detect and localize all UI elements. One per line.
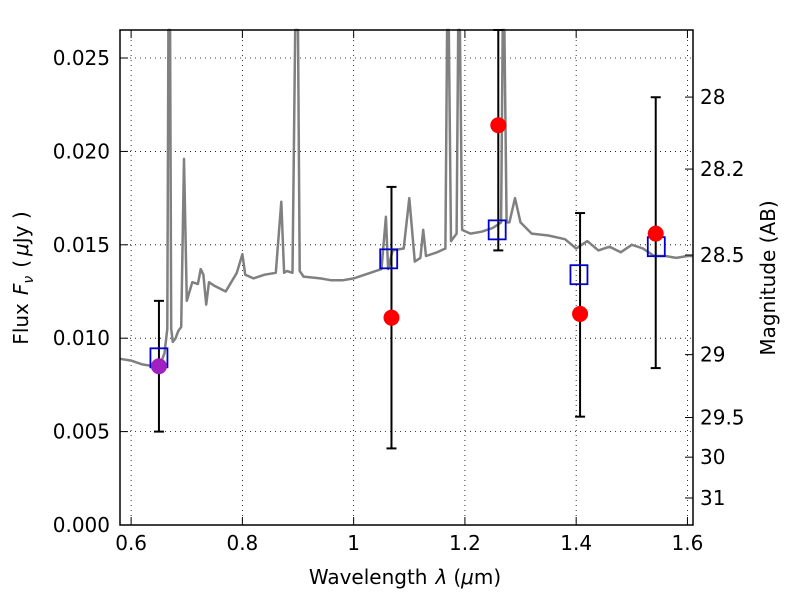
x-tick-label: 1.6 — [672, 531, 704, 555]
y-tick-label: 0.025 — [53, 46, 110, 70]
y-tick-label: 0.005 — [53, 420, 110, 444]
data-points — [149, 117, 666, 375]
x-tick-label: 1.4 — [560, 531, 592, 555]
y2-axis-label: Magnitude (AB) — [756, 200, 780, 355]
highlight-point — [150, 358, 167, 375]
x-tick-label: 0.8 — [226, 531, 258, 555]
x-axis-label: Wavelength λ (μm) — [309, 565, 501, 589]
y2-tick-label: 29.5 — [700, 406, 745, 430]
error-bars — [153, 29, 661, 450]
observed-point — [490, 117, 507, 134]
y2-tick-label: 31 — [700, 486, 725, 510]
y-tick-labels: 0.000 0.005 0.010 0.015 0.020 0.025 — [53, 46, 110, 537]
y-tick-label: 0.020 — [53, 139, 110, 163]
y2-tick-label: 28.5 — [700, 243, 745, 267]
x-tick-label: 0.6 — [115, 531, 147, 555]
y2-tick-labels: 28 28.2 28.5 29 29.5 30 31 — [700, 85, 745, 510]
grid-lines — [120, 30, 693, 526]
y2-tick-label: 28 — [700, 85, 725, 109]
x-tick-labels: 0.6 0.8 1 1.2 1.4 1.6 — [115, 531, 703, 555]
observed-point — [647, 225, 664, 242]
y-tick-label: 0.015 — [53, 233, 110, 257]
plot-frame — [119, 29, 694, 526]
spectrum-layer — [119, 28, 693, 368]
y2-tick-label: 30 — [700, 445, 725, 469]
y2-tick-label: 29 — [700, 343, 725, 367]
model-point — [379, 248, 399, 270]
y-axis-label: FluxFν(μJy ) — [9, 211, 37, 344]
tick-marks — [120, 30, 693, 526]
observed-point — [383, 309, 400, 326]
observed-point — [572, 305, 589, 322]
model-point — [569, 264, 589, 286]
y2-tick-label: 28.2 — [700, 157, 745, 181]
x-tick-label: 1.2 — [449, 531, 481, 555]
y-tick-label: 0.010 — [53, 326, 110, 350]
spectrum-line — [119, 28, 693, 368]
y-tick-label: 0.000 — [53, 513, 110, 537]
x-tick-label: 1 — [347, 531, 360, 555]
model-point — [487, 219, 507, 241]
